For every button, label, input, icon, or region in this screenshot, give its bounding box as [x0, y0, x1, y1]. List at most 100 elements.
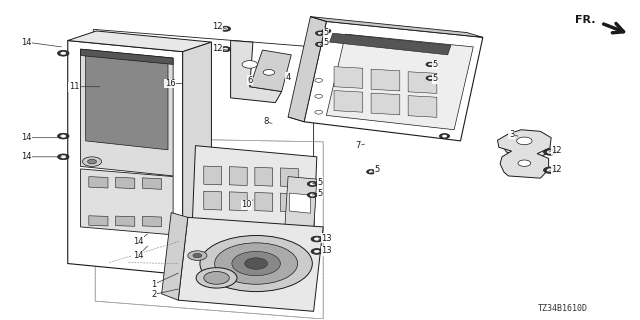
- Polygon shape: [310, 17, 483, 37]
- Polygon shape: [288, 17, 326, 122]
- Polygon shape: [502, 134, 547, 173]
- Circle shape: [315, 78, 323, 82]
- Polygon shape: [89, 216, 108, 226]
- Circle shape: [232, 252, 280, 276]
- Circle shape: [318, 32, 322, 34]
- Circle shape: [200, 236, 312, 292]
- Polygon shape: [289, 193, 310, 213]
- Circle shape: [88, 159, 97, 164]
- Text: 5: 5: [320, 28, 329, 37]
- Circle shape: [310, 194, 315, 196]
- Text: 14: 14: [132, 246, 148, 260]
- Circle shape: [307, 181, 317, 187]
- Circle shape: [204, 271, 229, 284]
- Text: 5: 5: [371, 165, 380, 174]
- Text: 5: 5: [429, 74, 438, 83]
- Polygon shape: [334, 67, 363, 88]
- Circle shape: [322, 29, 331, 33]
- Circle shape: [214, 243, 298, 284]
- Polygon shape: [371, 69, 400, 91]
- Circle shape: [244, 258, 268, 269]
- Circle shape: [307, 193, 317, 197]
- Text: 12: 12: [212, 44, 227, 53]
- Polygon shape: [280, 168, 298, 187]
- Circle shape: [314, 250, 319, 253]
- Polygon shape: [143, 178, 162, 189]
- Polygon shape: [68, 31, 211, 52]
- Circle shape: [428, 77, 433, 79]
- Text: 3: 3: [509, 130, 518, 139]
- Polygon shape: [371, 93, 400, 115]
- Circle shape: [310, 183, 315, 185]
- Text: 10: 10: [241, 200, 253, 209]
- Circle shape: [440, 133, 450, 139]
- Polygon shape: [182, 42, 211, 275]
- Circle shape: [315, 110, 323, 114]
- Polygon shape: [81, 169, 173, 235]
- Circle shape: [58, 133, 69, 139]
- Circle shape: [196, 268, 237, 288]
- Circle shape: [369, 171, 373, 173]
- Polygon shape: [408, 72, 437, 93]
- Polygon shape: [192, 146, 317, 236]
- Polygon shape: [204, 166, 221, 185]
- Polygon shape: [280, 193, 298, 212]
- Circle shape: [263, 69, 275, 75]
- Text: 14: 14: [21, 133, 61, 142]
- Circle shape: [426, 76, 435, 80]
- Circle shape: [318, 43, 322, 45]
- Circle shape: [426, 62, 435, 67]
- Text: 8: 8: [263, 117, 272, 126]
- Polygon shape: [304, 21, 483, 141]
- Circle shape: [61, 156, 66, 158]
- Text: 16: 16: [164, 79, 182, 88]
- Circle shape: [547, 151, 553, 154]
- Polygon shape: [86, 53, 168, 150]
- Polygon shape: [230, 41, 282, 103]
- Polygon shape: [89, 177, 108, 188]
- Polygon shape: [334, 91, 363, 112]
- Polygon shape: [229, 167, 247, 186]
- Text: 5: 5: [312, 189, 323, 198]
- Polygon shape: [497, 130, 551, 178]
- Text: TZ34B1610D: TZ34B1610D: [538, 304, 588, 313]
- Circle shape: [543, 167, 556, 173]
- Polygon shape: [81, 49, 173, 176]
- Text: 4: 4: [285, 73, 291, 82]
- Text: 12: 12: [212, 22, 227, 31]
- Circle shape: [188, 251, 207, 260]
- Text: 7: 7: [356, 141, 365, 150]
- Circle shape: [242, 60, 257, 68]
- Circle shape: [223, 48, 228, 50]
- Polygon shape: [250, 50, 291, 92]
- Text: 14: 14: [132, 234, 148, 246]
- Circle shape: [442, 135, 447, 137]
- Text: 13: 13: [319, 234, 332, 243]
- Polygon shape: [162, 212, 188, 300]
- Polygon shape: [255, 193, 273, 211]
- Polygon shape: [330, 33, 451, 55]
- Polygon shape: [143, 216, 162, 227]
- Polygon shape: [178, 217, 323, 311]
- Circle shape: [324, 30, 328, 32]
- Circle shape: [428, 63, 433, 65]
- Text: 5: 5: [320, 38, 329, 47]
- Text: 11: 11: [69, 82, 100, 91]
- Circle shape: [61, 52, 66, 54]
- Circle shape: [220, 26, 230, 31]
- Polygon shape: [326, 34, 473, 130]
- Polygon shape: [116, 216, 135, 226]
- Text: 13: 13: [319, 246, 332, 255]
- Circle shape: [314, 238, 319, 240]
- Circle shape: [316, 42, 324, 47]
- Polygon shape: [68, 41, 182, 275]
- Text: 12: 12: [548, 146, 561, 155]
- Polygon shape: [408, 96, 437, 117]
- Text: 5: 5: [429, 60, 438, 69]
- Polygon shape: [229, 192, 247, 211]
- Text: 6: 6: [247, 76, 252, 85]
- Circle shape: [547, 169, 553, 172]
- Circle shape: [220, 47, 230, 52]
- Circle shape: [311, 236, 323, 242]
- Circle shape: [367, 170, 376, 174]
